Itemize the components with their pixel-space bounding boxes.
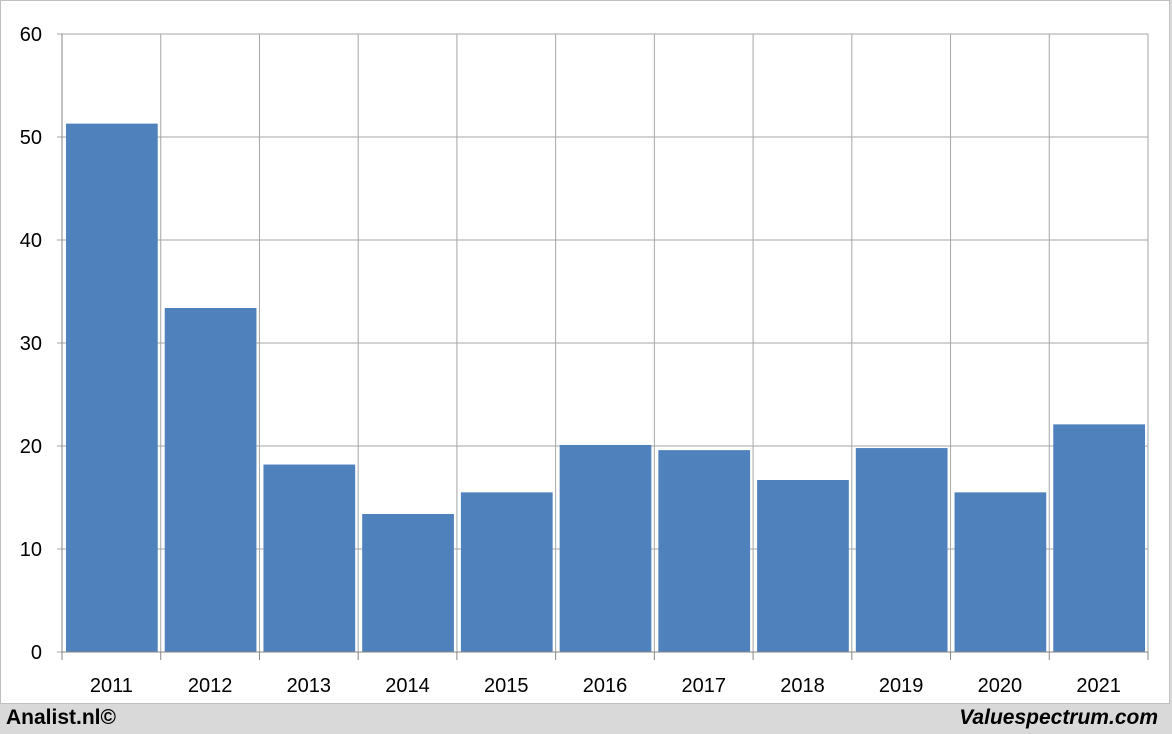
x-tick-label-2011: 2011 <box>90 675 133 697</box>
x-tick-label-2014: 2014 <box>385 675 430 697</box>
bar-2018 <box>757 479 849 652</box>
x-tick-label-2017: 2017 <box>681 675 726 697</box>
x-tick-label-2013: 2013 <box>287 675 332 697</box>
x-tick-label-2015: 2015 <box>484 675 529 697</box>
y-tick-label-50: 50 <box>20 127 42 149</box>
y-tick-label-0: 0 <box>31 642 42 664</box>
y-tick-label-40: 40 <box>20 230 42 252</box>
bar-2017 <box>658 450 751 652</box>
axes <box>57 33 1149 660</box>
bars <box>66 123 1145 653</box>
bar-2021 <box>1053 424 1145 652</box>
y-tick-label-30: 30 <box>20 333 42 355</box>
x-tick-label-2016: 2016 <box>583 675 628 697</box>
x-tick-label-2019: 2019 <box>879 675 924 697</box>
bar-2013 <box>263 464 356 652</box>
bar-2014 <box>362 513 454 652</box>
x-tick-labels: 2011 2012 2013 2014 2015 2016 2017 2018 2019 2020… <box>90 675 1121 697</box>
x-tick-label-2012: 2012 <box>188 675 233 697</box>
valuespectrum-credit: Valuespectrum.com <box>959 706 1158 729</box>
bar-2020 <box>954 492 1047 652</box>
y-tick-label-60: 60 <box>20 24 42 46</box>
x-tick-label-2020: 2020 <box>978 675 1023 697</box>
x-tick-label-2018: 2018 <box>780 675 825 697</box>
bar-2015 <box>460 492 553 652</box>
x-tick-label-2021: 2021 <box>1076 675 1121 697</box>
y-tick-label-10: 10 <box>20 539 42 561</box>
bar-2019 <box>855 448 948 652</box>
analist-credit: Analist.nl© <box>6 706 116 729</box>
bar-2016 <box>559 444 652 652</box>
y-tick-labels: 0 10 20 30 40 50 60 <box>20 24 42 664</box>
bar-2011 <box>66 123 158 653</box>
y-tick-label-20: 20 <box>20 436 42 458</box>
footer-bar: Analist.nl© Valuespectrum.com <box>0 704 1172 734</box>
bar-2012 <box>164 307 257 652</box>
